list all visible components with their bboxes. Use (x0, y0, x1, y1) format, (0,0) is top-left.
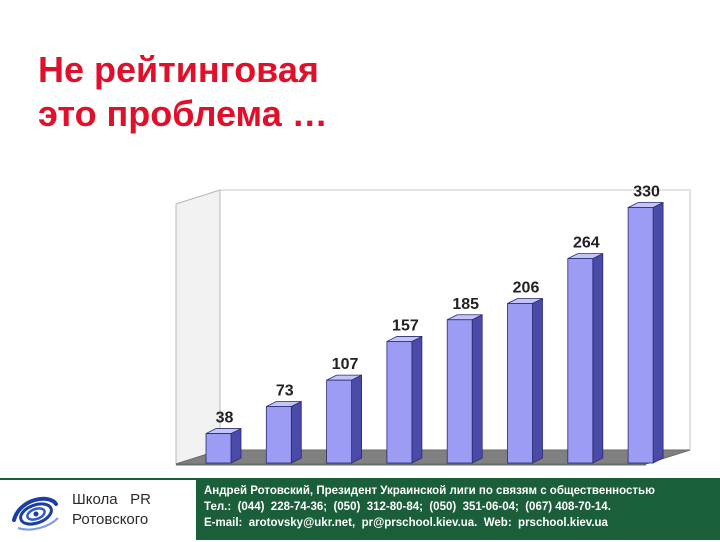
contact-line-3: E-mail: arotovsky@ukr.net, pr@prschool.k… (204, 517, 608, 529)
slide-title: Не рейтинговая это проблема … (38, 48, 678, 136)
chart-floor (175, 449, 691, 465)
footer-contact-info: Андрей Ротовский, Президент Украинской л… (196, 478, 720, 540)
contact-line-2: Тел.: (044) 228-74-36; (050) 312-80-84; … (204, 501, 611, 513)
bar-side-face (230, 427, 242, 464)
bar-4 (386, 335, 423, 464)
bar-7 (567, 252, 604, 464)
data-label-4: 157 (392, 317, 419, 334)
data-label-3: 107 (332, 356, 359, 373)
data-label-6: 206 (513, 279, 540, 296)
bar-5 (446, 314, 483, 464)
bar-front-face (507, 303, 533, 464)
bar-front-face (627, 207, 654, 464)
bar-front-face (205, 433, 232, 464)
chart-left-wall (175, 189, 221, 465)
slide-title-line-1: Не рейтинговая (38, 49, 319, 90)
bar-side-face (592, 252, 604, 464)
contact-line-1: Андрей Ротовский, Президент Украинской л… (204, 485, 655, 497)
bar-6 (507, 297, 543, 464)
bar-8 (627, 201, 664, 464)
bar-2 (265, 400, 302, 464)
bar-side-face (532, 297, 543, 464)
bar-side-face (290, 400, 302, 464)
bar-chart: 38 73 107 157 185 206 264 330 (175, 183, 691, 466)
bar-1 (205, 427, 242, 464)
bar-side-face (652, 201, 664, 464)
bar-side-face (411, 335, 423, 464)
chart-back-wall (175, 189, 691, 465)
bar-side-face (471, 314, 483, 464)
spiral-logo-icon (12, 496, 59, 531)
footer-logo-area: Школа PR Ротовского (0, 478, 196, 542)
bar-front-face (386, 341, 413, 464)
school-name-line-2: Ротовского (72, 511, 149, 528)
data-label-2: 73 (276, 382, 294, 399)
slide-title-line-2: это проблема … (38, 93, 328, 134)
bar-side-face (351, 374, 363, 464)
bar-front-face (567, 258, 594, 464)
data-labels-layer: 38 73 107 157 185 206 264 330 (216, 183, 660, 426)
bars-layer (205, 201, 664, 464)
school-name: Школа PR Ротовского (72, 490, 151, 530)
bar-front-face (326, 379, 353, 464)
bar-front-face (265, 406, 292, 464)
school-name-line-1: Школа PR (72, 491, 151, 508)
data-label-8: 330 (633, 183, 660, 200)
bar-3 (326, 374, 363, 464)
bar-front-face (446, 319, 473, 464)
data-label-7: 264 (573, 235, 600, 252)
data-label-5: 185 (452, 296, 479, 313)
data-label-1: 38 (216, 410, 234, 427)
